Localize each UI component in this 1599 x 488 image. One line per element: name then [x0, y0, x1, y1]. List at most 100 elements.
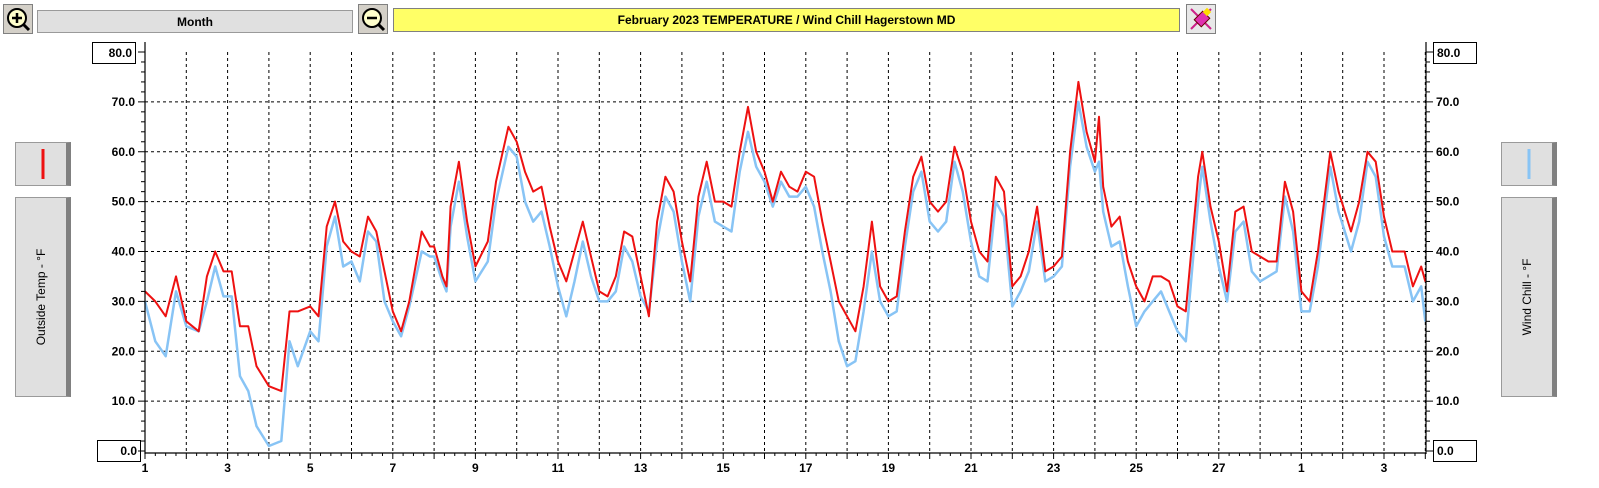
right-axis-max-box[interactable]: 80.0 — [1433, 42, 1477, 64]
windchill-point — [326, 245, 328, 248]
x-tick-label: 1 — [1298, 461, 1305, 475]
temp-point — [1053, 265, 1055, 268]
left-axis-label-button[interactable]: Outside Temp - °F — [15, 197, 71, 397]
windchill-point — [1209, 220, 1212, 223]
temp-point — [280, 390, 282, 392]
temp-point — [1234, 211, 1236, 213]
windchill-point — [953, 161, 956, 163]
windchill-point — [359, 280, 361, 283]
windchill-point — [1366, 161, 1369, 163]
windchill-series-swatch-button[interactable] — [1501, 142, 1557, 186]
temp-point — [1383, 215, 1385, 218]
temp-point — [1284, 181, 1286, 183]
windchill-point — [1309, 310, 1311, 312]
windchill-point — [788, 196, 790, 198]
temp-point — [813, 176, 815, 178]
temp-point — [375, 230, 377, 233]
windchill-point — [747, 131, 749, 133]
windchill-point — [937, 230, 939, 233]
temp-point — [1218, 240, 1220, 243]
temp-point — [1127, 260, 1129, 263]
temp-point — [805, 171, 807, 173]
temp-point — [598, 290, 600, 292]
windchill-point — [995, 201, 997, 203]
right-axis-label-button[interactable]: Wind Chill - °F — [1501, 197, 1557, 397]
right-axis-min-box[interactable]: 0.0 — [1433, 440, 1477, 462]
temp-point — [1135, 285, 1137, 288]
temp-point — [359, 255, 361, 258]
temp-point — [656, 220, 658, 223]
temp-point — [896, 295, 898, 297]
temp-point — [247, 325, 249, 327]
zoom-out-button[interactable] — [358, 4, 388, 34]
temp-point — [421, 230, 423, 233]
temp-point — [383, 270, 386, 273]
temp-point — [1337, 191, 1340, 193]
temp-point — [1061, 255, 1063, 258]
temp-point — [532, 191, 534, 193]
temp-point — [1077, 81, 1079, 83]
windchill-point — [247, 390, 249, 392]
windchill-point — [1197, 201, 1199, 203]
temp-point — [863, 285, 865, 288]
temp-point — [495, 181, 497, 183]
right-y-tick-label: 20.0 — [1436, 344, 1460, 358]
temp-point — [1259, 255, 1261, 258]
windchill-point — [606, 300, 609, 302]
windchill-point — [821, 250, 823, 253]
windchill-point — [648, 310, 650, 312]
windchill-point — [697, 215, 700, 218]
temp-point — [507, 126, 510, 128]
temp-point — [1168, 280, 1170, 283]
windchill-point — [495, 201, 497, 203]
chart-grid — [145, 52, 1426, 451]
period-button[interactable]: Month — [37, 10, 353, 33]
temp-point — [1391, 250, 1393, 253]
temp-point — [829, 260, 832, 263]
windchill-point — [1086, 146, 1088, 148]
temp-point — [441, 275, 443, 278]
temp-point — [317, 315, 320, 317]
windchill-point — [739, 171, 741, 173]
windchill-point — [445, 290, 448, 292]
windchill-point — [433, 255, 435, 258]
temp-point — [1036, 206, 1038, 208]
x-tick-label: 25 — [1130, 461, 1144, 475]
temp-point — [1143, 300, 1146, 302]
temp-point — [1300, 290, 1302, 292]
temp-point — [1197, 176, 1199, 178]
temp-point — [747, 106, 749, 108]
left-axis-min-box[interactable]: 0.0 — [97, 440, 141, 462]
windchill-point — [970, 240, 972, 243]
temp-point — [962, 171, 964, 173]
right-y-tick-label: 50.0 — [1436, 195, 1460, 209]
temp-point — [342, 240, 344, 243]
windchill-point — [429, 255, 431, 258]
temp-point — [392, 310, 394, 312]
zoom-in-button[interactable] — [3, 4, 33, 34]
temp-line-swatch-icon — [41, 149, 45, 179]
temp-point — [288, 310, 291, 312]
windchill-point — [1317, 265, 1319, 268]
temp-point — [1292, 211, 1294, 213]
windchill-point — [1259, 280, 1261, 283]
left-axis-max-box[interactable]: 80.0 — [92, 42, 136, 64]
x-tick-label: 13 — [634, 461, 648, 475]
temp-series-swatch-button[interactable] — [15, 142, 71, 186]
windchill-point — [887, 315, 890, 317]
temp-point — [408, 300, 410, 302]
windchill-point — [673, 211, 675, 213]
windchill-point — [1077, 101, 1079, 103]
temp-point — [1086, 131, 1088, 133]
windchill-point — [573, 280, 576, 283]
x-tick-label: 3 — [224, 461, 231, 475]
windchill-point — [400, 335, 402, 337]
temp-point — [268, 385, 270, 387]
windchill-point — [582, 240, 584, 243]
temp-series-line — [144, 80, 1427, 393]
temp-point — [516, 141, 518, 143]
temp-point — [185, 320, 187, 322]
windchill-point — [714, 220, 716, 223]
x-tick-label: 3 — [1381, 461, 1388, 475]
clear-button[interactable] — [1186, 4, 1216, 34]
